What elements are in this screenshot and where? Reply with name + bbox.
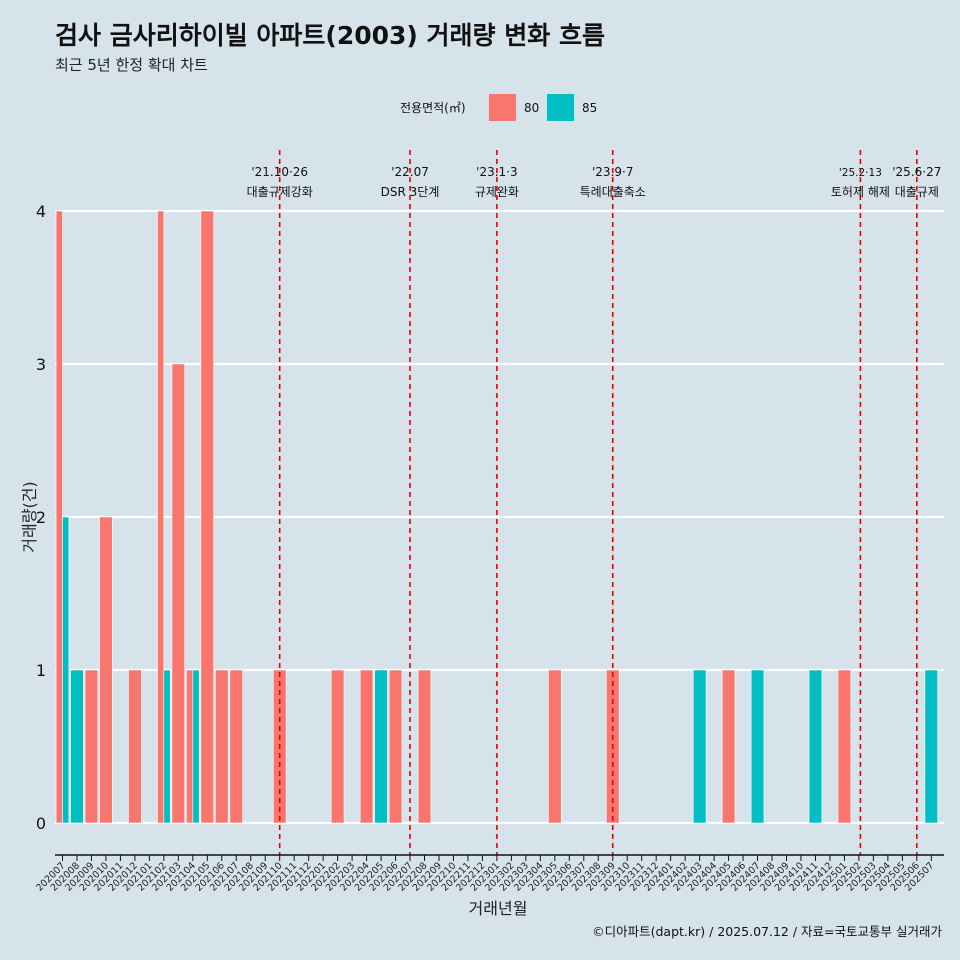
bar-202202-80: [330, 669, 345, 824]
annotation-date: '22.07: [391, 165, 429, 179]
legend-swatch-85: [547, 94, 574, 121]
bar-202204-80: [359, 669, 374, 824]
y-tick-label: 3: [36, 355, 46, 374]
y-axis-ticks: 0 1 2 3 4: [36, 202, 46, 833]
annotation-label: 특례대출축소: [580, 185, 646, 199]
chart-title: 검사 금사리하이빌 아파트(2003) 거래량 변화 흐름: [55, 21, 605, 50]
annotation-date: '25.6·27: [892, 165, 941, 179]
bar-202208-80: [417, 669, 432, 824]
legend-label-80: 80: [524, 101, 539, 115]
bar-202103-80: [171, 363, 186, 824]
legend-label-85: 85: [582, 101, 597, 115]
annotation-label: 토허제 해제: [831, 185, 890, 199]
bar-202010-80: [99, 516, 113, 824]
y-tick-label: 2: [36, 508, 46, 527]
bar-202403-85: [692, 669, 707, 824]
bar-202007-80: [55, 210, 63, 824]
y-tick-label: 4: [36, 202, 46, 221]
bar-202009-80: [84, 669, 99, 824]
bar-202106-80: [215, 669, 229, 824]
annotation-label: 대출규제강화: [247, 185, 313, 199]
bar-202507-85: [924, 669, 939, 824]
source-caption: ©디아파트(dapt.kr) / 2025.07.12 / 자료=국토교통부 실…: [592, 924, 942, 939]
bar-202104-80: [186, 669, 194, 824]
annotation-date: '23.9·7: [592, 165, 633, 179]
legend-title: 전용면적(㎡): [400, 101, 466, 115]
bars: [55, 210, 939, 824]
bar-202205-85: [374, 669, 388, 824]
y-axis-title: 거래량(건): [20, 481, 39, 552]
legend: 전용면적(㎡) 80 85: [400, 94, 597, 121]
bar-202012-80: [128, 669, 142, 824]
bar-202411-85: [808, 669, 823, 824]
bar-202104-85: [192, 669, 200, 824]
x-axis-title: 거래년월: [469, 899, 528, 918]
y-tick-label: 1: [36, 661, 46, 680]
annotation-label: DSR 3단계: [381, 185, 440, 199]
bar-202206-80: [388, 669, 403, 824]
bar-202102-85: [163, 669, 171, 824]
annotations: '21.10·26 대출규제강화 '22.07 DSR 3단계 '23.1·3 규제완화 '…: [247, 150, 941, 855]
bar-202407-85: [750, 669, 765, 824]
bar-202102-80: [157, 210, 165, 824]
annotation-label: 규제완화: [475, 185, 519, 199]
bar-202107-80: [229, 669, 243, 824]
annotation-date: '23.1·3: [476, 165, 517, 179]
bar-202501-80: [837, 669, 852, 824]
chart-subtitle: 최근 5년 한정 확대 차트: [55, 56, 208, 74]
annotation-date: '21.10·26: [251, 165, 308, 179]
annotation-date: '25.2·13: [839, 167, 882, 179]
bar-202305-80: [548, 669, 562, 824]
bar-202007-85: [62, 516, 70, 824]
y-tick-label: 0: [36, 814, 46, 833]
bar-202105-80: [200, 210, 214, 824]
annotation-label: 대출규제: [895, 185, 939, 199]
bar-202008-85: [70, 669, 84, 824]
bar-202405-80: [721, 669, 736, 824]
legend-swatch-80: [489, 94, 516, 121]
x-axis: 2020072020082020092020102020112020122021…: [34, 854, 944, 894]
